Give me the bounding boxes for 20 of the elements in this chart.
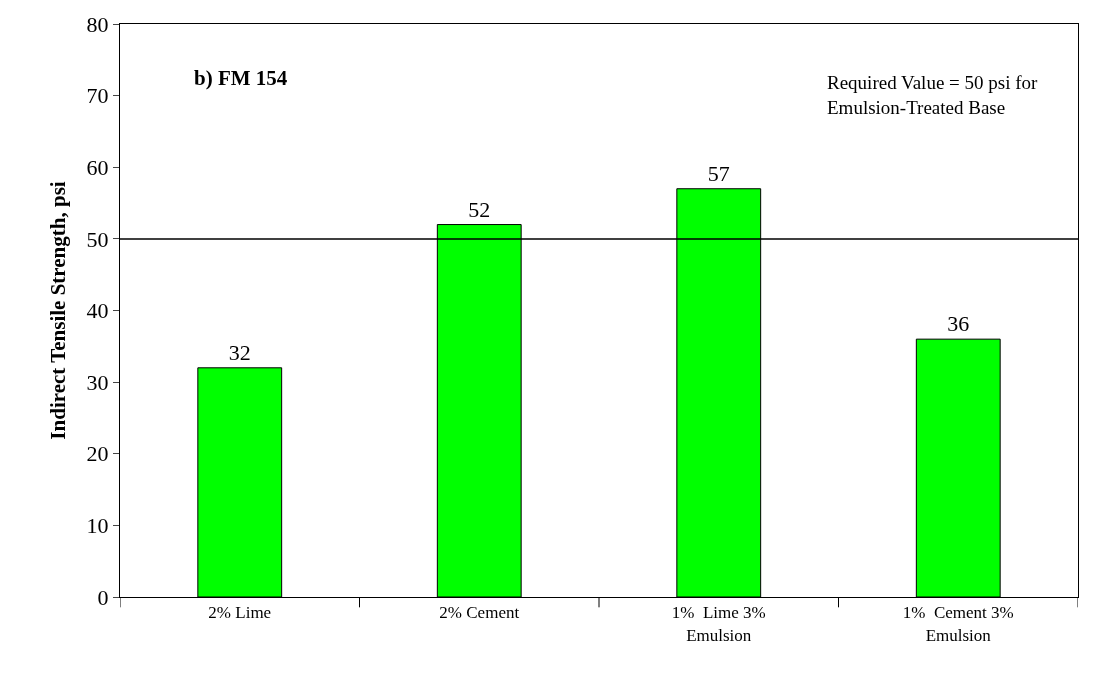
text: b) FM 154	[194, 66, 288, 90]
y-tick-label: 0	[97, 584, 109, 610]
x-tick-label: 1% Cement 3% Emulsion	[902, 603, 1014, 645]
x-tick-label: 1% Lime 3% Emulsion	[671, 603, 766, 645]
y-tick-label: 30	[86, 369, 109, 395]
annotation: Required Value = 50 psi for Emulsion-Treated Base	[827, 72, 1039, 118]
y-tick-label: 70	[86, 83, 109, 109]
data-label: 36	[947, 311, 970, 337]
data-label: 57	[707, 160, 730, 186]
y-axis-title: Indirect Tensile Strength, psi	[45, 181, 70, 440]
x-tick-label: 2% Lime	[208, 603, 272, 623]
y-tick-label: 10	[86, 513, 109, 539]
y-tick-label: 50	[86, 226, 109, 252]
data-label: 52	[468, 196, 491, 222]
x-tick-label: 2% Cement	[439, 603, 520, 623]
y-tick-label: 80	[86, 11, 109, 37]
y-tick-label: 60	[86, 154, 109, 180]
y-tick-label: 40	[86, 298, 109, 324]
y-tick-label: 20	[86, 441, 109, 467]
data-label: 32	[228, 339, 251, 365]
